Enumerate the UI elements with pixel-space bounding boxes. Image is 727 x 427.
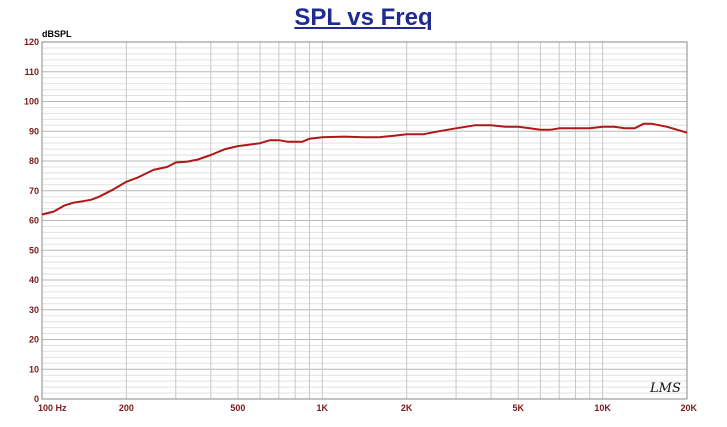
x-tick-label: 200 xyxy=(119,403,134,413)
x-tick-label: 2K xyxy=(401,403,413,413)
x-tick-label: 100 Hz xyxy=(38,403,67,413)
y-tick-label: 40 xyxy=(29,275,39,285)
y-tick-label: 120 xyxy=(24,37,39,47)
y-tick-label: 30 xyxy=(29,305,39,315)
y-axis: 0 10 20 30 40 50 60 70 80 90 100 110 120 xyxy=(24,37,39,404)
y-tick-label: 100 xyxy=(24,97,39,107)
chart-title: SPL vs Freq xyxy=(294,4,433,31)
y-tick-label: 20 xyxy=(29,335,39,345)
y-tick-label: 90 xyxy=(29,126,39,136)
x-tick-label: 5K xyxy=(512,403,524,413)
spl-curve xyxy=(41,122,688,216)
lms-watermark: LMS xyxy=(649,381,681,396)
y-tick-label: 80 xyxy=(29,156,39,166)
y-tick-label: 0 xyxy=(34,394,39,404)
y-tick-label: 110 xyxy=(24,67,39,77)
x-axis: 100 Hz 200 500 1K 2K 5K 10K 20K xyxy=(38,403,697,413)
y-axis-label: dBSPL xyxy=(42,29,72,39)
y-tick-label: 70 xyxy=(29,186,39,196)
x-tick-label: 500 xyxy=(230,403,245,413)
x-tick-label: 20K xyxy=(680,403,697,413)
y-tick-label: 10 xyxy=(29,364,39,374)
grid xyxy=(41,41,688,400)
y-tick-label: 50 xyxy=(29,245,39,255)
y-tick-label: 60 xyxy=(29,216,39,226)
x-tick-label: 10K xyxy=(594,403,611,413)
x-tick-label: 1K xyxy=(317,403,329,413)
plot-frame xyxy=(41,41,688,400)
